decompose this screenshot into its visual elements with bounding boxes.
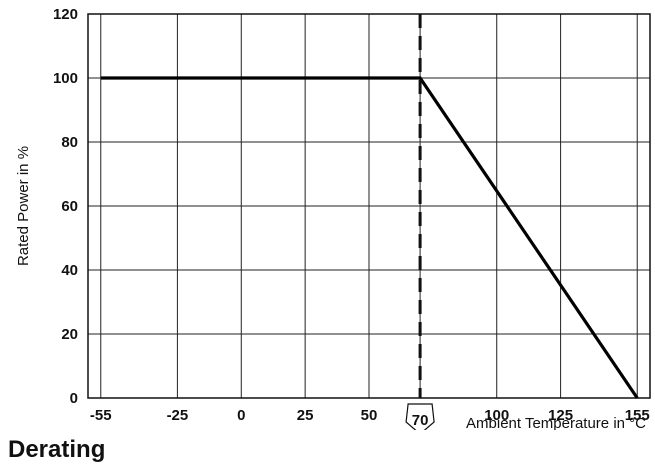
x-tick-label: 100	[484, 407, 509, 424]
threshold-marker	[405, 403, 435, 430]
y-axis-label: Rated Power in %	[15, 146, 32, 266]
threshold-label: 70	[412, 412, 429, 429]
x-tick-label: -25	[167, 407, 189, 424]
y-tick-label: 120	[53, 6, 78, 23]
plot-border	[87, 13, 651, 399]
plot-frame	[87, 13, 651, 399]
x-axis-label: Ambient Temperature in °C	[466, 415, 646, 430]
x-tick-label: 125	[548, 407, 573, 424]
series-layer	[100, 76, 639, 399]
grid	[88, 13, 650, 399]
x-tick-label: 155	[625, 407, 650, 424]
x-tick-label: -55	[90, 407, 112, 424]
y-tick-label: 60	[61, 198, 78, 215]
tick-labels: 0 20 40 60 80 100 120 -55 -25 0 25 50 100 125 155	[53, 6, 650, 424]
y-tick-label: 0	[70, 390, 78, 407]
y-tick-label: 20	[61, 326, 78, 343]
y-tick-label: 80	[61, 134, 78, 151]
y-tick-label: 100	[53, 70, 78, 87]
y-tick-label: 40	[61, 262, 78, 279]
derating-chart: 70 0 20 40 60 80 100 120 -55 -25 0 25 50 100 125 155 R…	[15, 6, 651, 430]
annotation-layer: 70	[405, 14, 435, 430]
x-tick-label: 50	[361, 407, 378, 424]
derating-curve	[100, 76, 639, 399]
x-tick-label: 25	[297, 407, 314, 424]
page-title: Derating	[8, 436, 106, 463]
x-tick-label: 0	[237, 407, 245, 424]
